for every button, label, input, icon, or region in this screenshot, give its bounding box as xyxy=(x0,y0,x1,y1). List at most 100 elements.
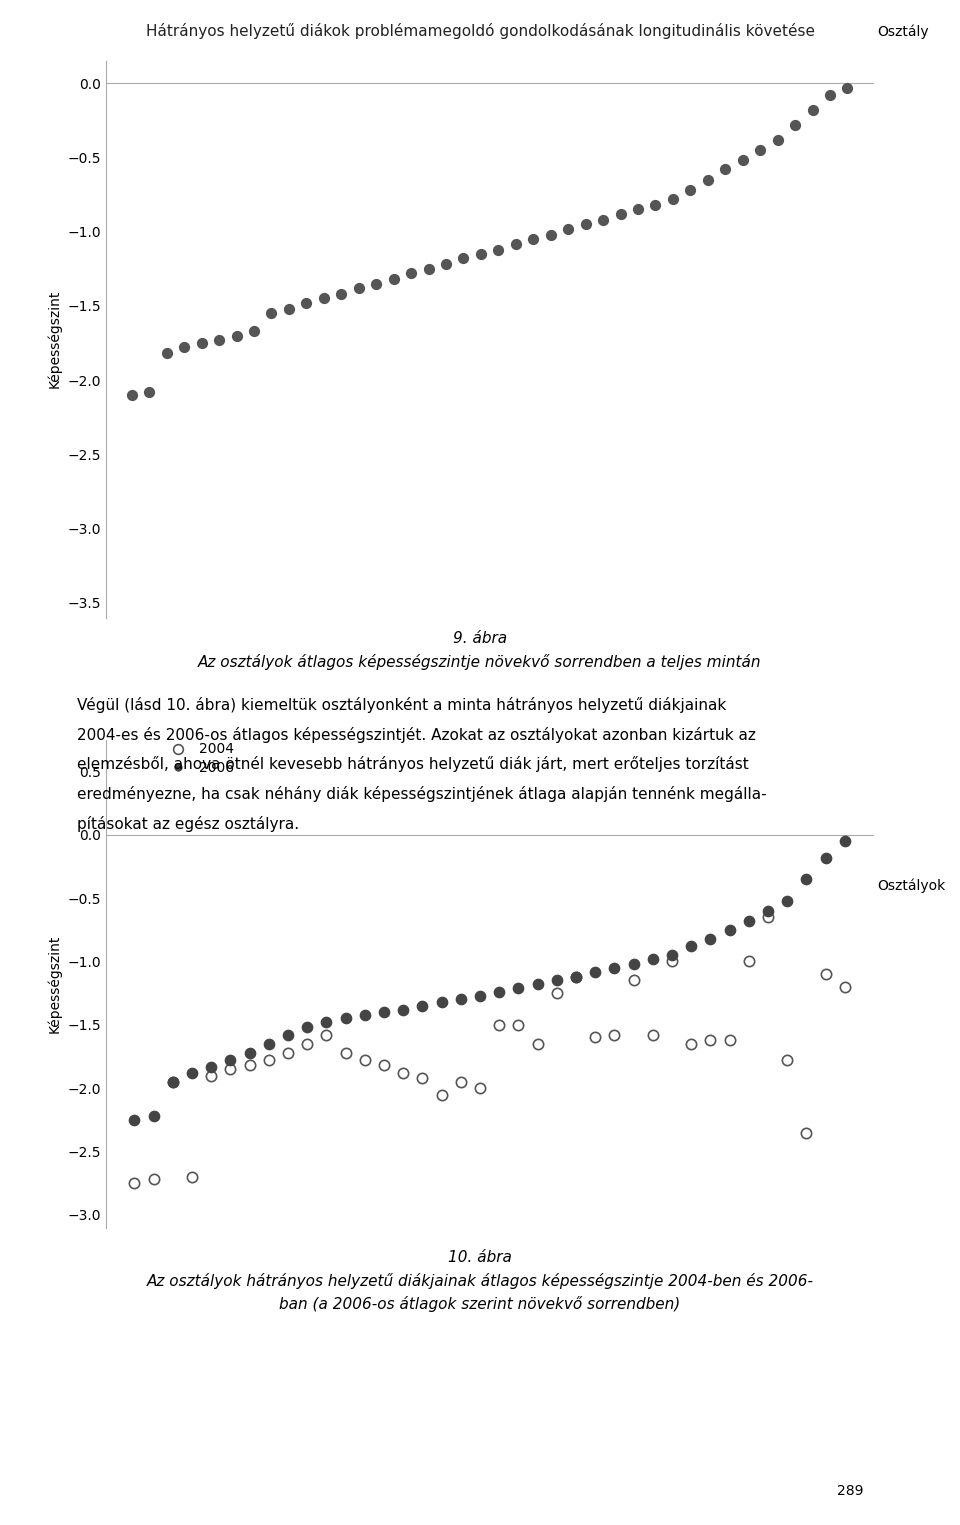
Text: Az osztályok hátrányos helyzetű diákjainak átlagos képességszintje 2004-ben és 2: Az osztályok hátrányos helyzetű diákjain… xyxy=(147,1273,813,1289)
2004 xyxy=(242,1054,257,1078)
2004 xyxy=(530,1031,545,1055)
2006 xyxy=(472,984,488,1008)
2006 xyxy=(300,1016,315,1040)
Point xyxy=(333,282,348,307)
2004 xyxy=(741,949,756,973)
2004 xyxy=(703,1028,718,1052)
Point xyxy=(159,342,175,366)
Point xyxy=(439,252,454,276)
2004 xyxy=(376,1054,392,1078)
2006 xyxy=(741,909,756,933)
2006 xyxy=(818,845,833,869)
2004 xyxy=(818,962,833,987)
2004 xyxy=(338,1040,353,1064)
2004 xyxy=(319,1023,334,1048)
2006 xyxy=(204,1054,219,1078)
Point xyxy=(561,217,576,241)
Point xyxy=(264,300,279,325)
Point xyxy=(281,297,297,322)
Y-axis label: Képességszint: Képességszint xyxy=(47,290,61,389)
2006 xyxy=(799,866,814,891)
2004 xyxy=(626,968,641,993)
2004 xyxy=(453,1069,468,1093)
2004 xyxy=(146,1167,161,1191)
2006 xyxy=(722,918,737,942)
2006 xyxy=(760,898,776,923)
2006 xyxy=(184,1061,200,1086)
2004 xyxy=(588,1025,603,1049)
Point xyxy=(211,328,227,352)
2004 xyxy=(645,1023,660,1048)
2004 xyxy=(415,1066,430,1090)
Point xyxy=(823,82,838,107)
2006 xyxy=(146,1104,161,1128)
2004 xyxy=(472,1077,488,1101)
Point xyxy=(508,232,523,256)
2006 xyxy=(165,1069,180,1093)
Text: Osztályok: Osztályok xyxy=(877,878,946,894)
2006 xyxy=(684,933,699,958)
Point xyxy=(456,246,471,270)
Point xyxy=(735,148,751,172)
2004 xyxy=(184,1165,200,1190)
2006 xyxy=(568,964,584,988)
Point xyxy=(420,256,436,281)
Point xyxy=(525,227,540,252)
Point xyxy=(648,192,663,217)
2006 xyxy=(415,994,430,1019)
2006 xyxy=(645,947,660,971)
2004 xyxy=(396,1061,411,1086)
2004 xyxy=(607,1023,622,1048)
Point xyxy=(804,98,820,122)
2006 xyxy=(357,1002,372,1026)
2006 xyxy=(703,926,718,950)
Point xyxy=(403,261,419,285)
Point xyxy=(228,323,244,348)
2004 xyxy=(492,1013,507,1037)
Point xyxy=(700,168,715,192)
2004 xyxy=(684,1031,699,1055)
2006 xyxy=(376,1000,392,1025)
Point xyxy=(491,238,506,262)
Point xyxy=(316,287,331,311)
2006 xyxy=(530,971,545,996)
Text: 9. ábra: 9. ábra xyxy=(453,631,507,647)
Point xyxy=(753,137,768,162)
2004 xyxy=(780,1048,795,1072)
2004 xyxy=(722,1028,737,1052)
2006 xyxy=(492,979,507,1003)
2004 xyxy=(664,949,680,973)
Point xyxy=(770,128,785,152)
Point xyxy=(631,197,646,221)
Point xyxy=(683,178,698,203)
2006 xyxy=(780,889,795,913)
2006 xyxy=(261,1031,276,1055)
2004 xyxy=(799,1121,814,1145)
Y-axis label: Képességszint: Képességszint xyxy=(47,935,61,1032)
2006 xyxy=(338,1006,353,1031)
Text: 10. ábra: 10. ábra xyxy=(448,1250,512,1266)
2006 xyxy=(626,952,641,976)
2006 xyxy=(664,942,680,967)
2004 xyxy=(511,1013,526,1037)
Point xyxy=(124,383,139,407)
Text: Osztály: Osztály xyxy=(877,24,929,38)
Point xyxy=(578,212,593,236)
2004 xyxy=(568,964,584,988)
2006 xyxy=(434,990,449,1014)
Point xyxy=(787,113,803,137)
Point xyxy=(351,276,367,300)
2006 xyxy=(837,828,852,852)
Text: elemzésből, ahova ötnél kevesebb hátrányos helyzetű diák járt, mert erőteljes to: elemzésből, ahova ötnél kevesebb hátrány… xyxy=(77,756,749,772)
Point xyxy=(595,207,611,232)
2006 xyxy=(511,976,526,1000)
Point xyxy=(612,201,628,226)
2004 xyxy=(549,981,564,1005)
2004 xyxy=(223,1057,238,1081)
2006 xyxy=(242,1040,257,1064)
Text: Az osztályok átlagos képességszintje növekvő sorrendben a teljes mintán: Az osztályok átlagos képességszintje növ… xyxy=(199,654,761,669)
Point xyxy=(247,319,262,343)
Text: Végül (lásd 10. ábra) kiemeltük osztályonként a minta hátrányos helyzetű diákjai: Végül (lásd 10. ábra) kiemeltük osztályo… xyxy=(77,697,726,712)
Text: Hátrányos helyzetű diákok problémamegoldó gondolkodásának longitudinális követés: Hátrányos helyzetű diákok problémamegold… xyxy=(146,23,814,38)
Point xyxy=(717,157,732,181)
